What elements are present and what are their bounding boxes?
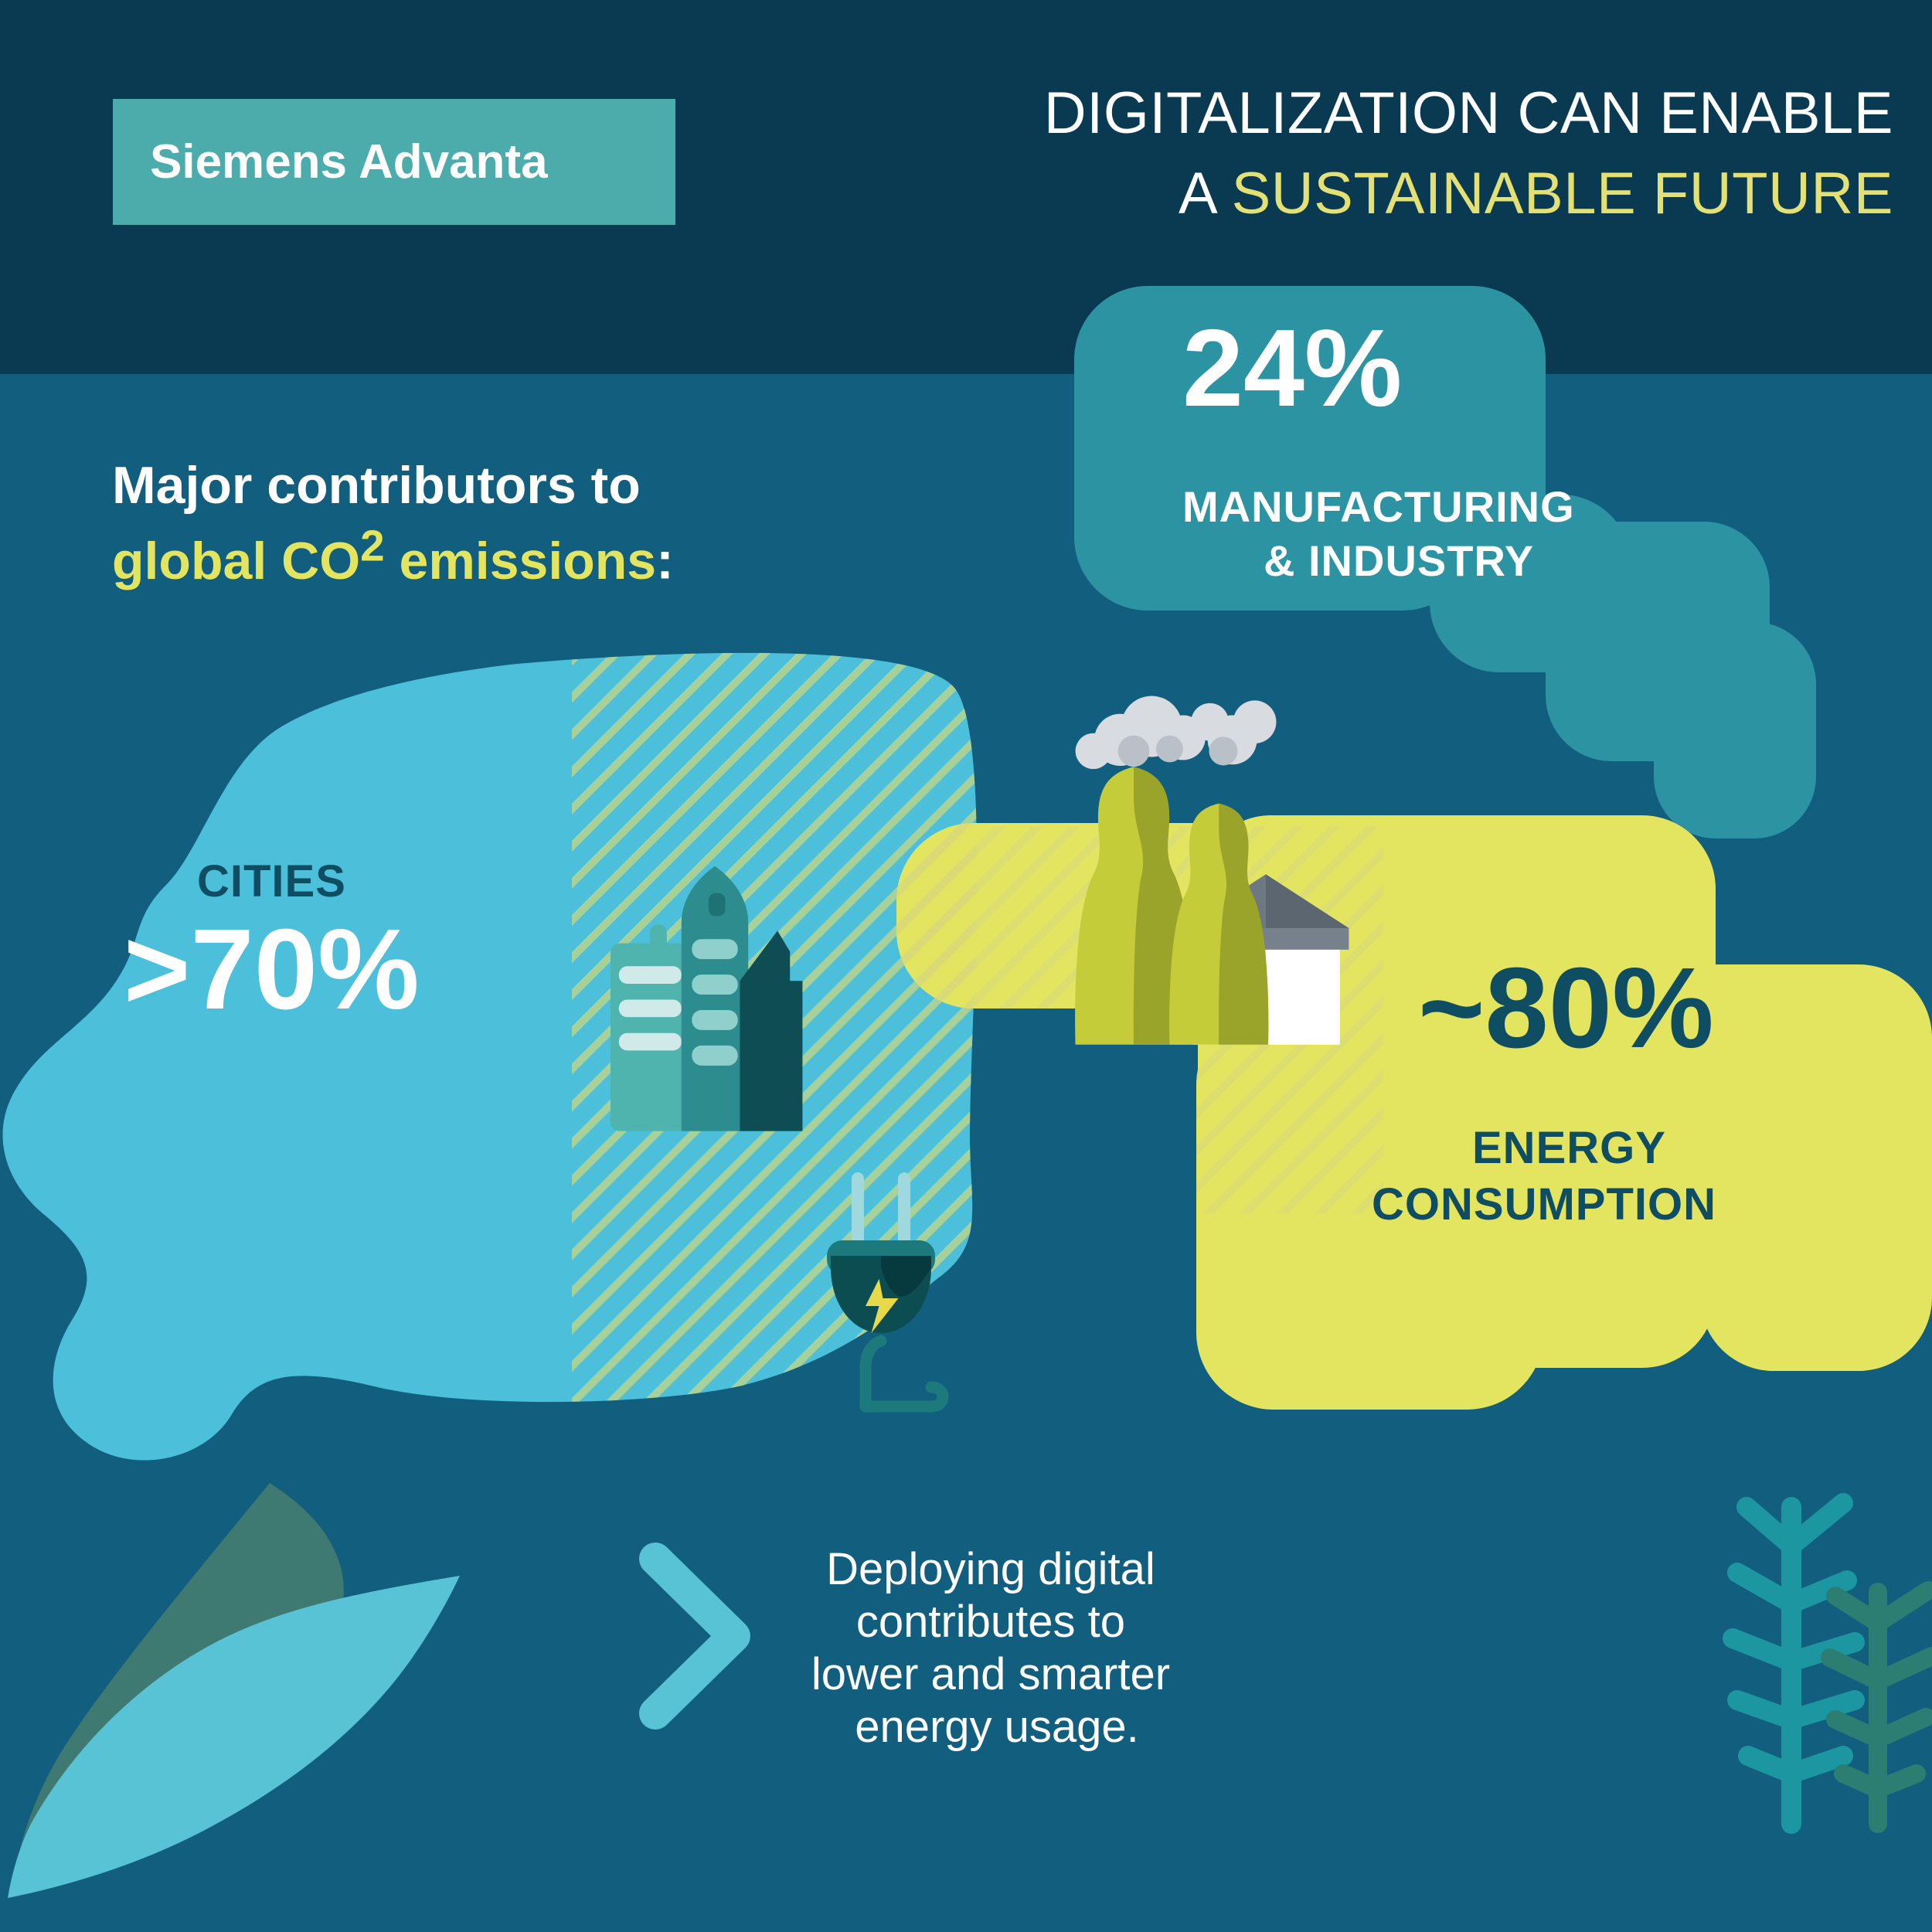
svg-text:MANUFACTURING: MANUFACTURING — [1182, 482, 1575, 531]
svg-text:& INDUSTRY: & INDUSTRY — [1264, 536, 1534, 585]
svg-text:CONSUMPTION: CONSUMPTION — [1372, 1179, 1716, 1230]
svg-text:>70%: >70% — [124, 906, 420, 1033]
svg-text:ENERGY: ENERGY — [1472, 1123, 1666, 1173]
svg-text:~80%: ~80% — [1418, 944, 1714, 1072]
svg-text:Deploying digital contri: Deploying digital contributes to lower a… — [811, 1544, 1182, 1752]
svg-text:24%: 24% — [1182, 307, 1402, 430]
svg-text:CITIES: CITIES — [197, 856, 346, 906]
